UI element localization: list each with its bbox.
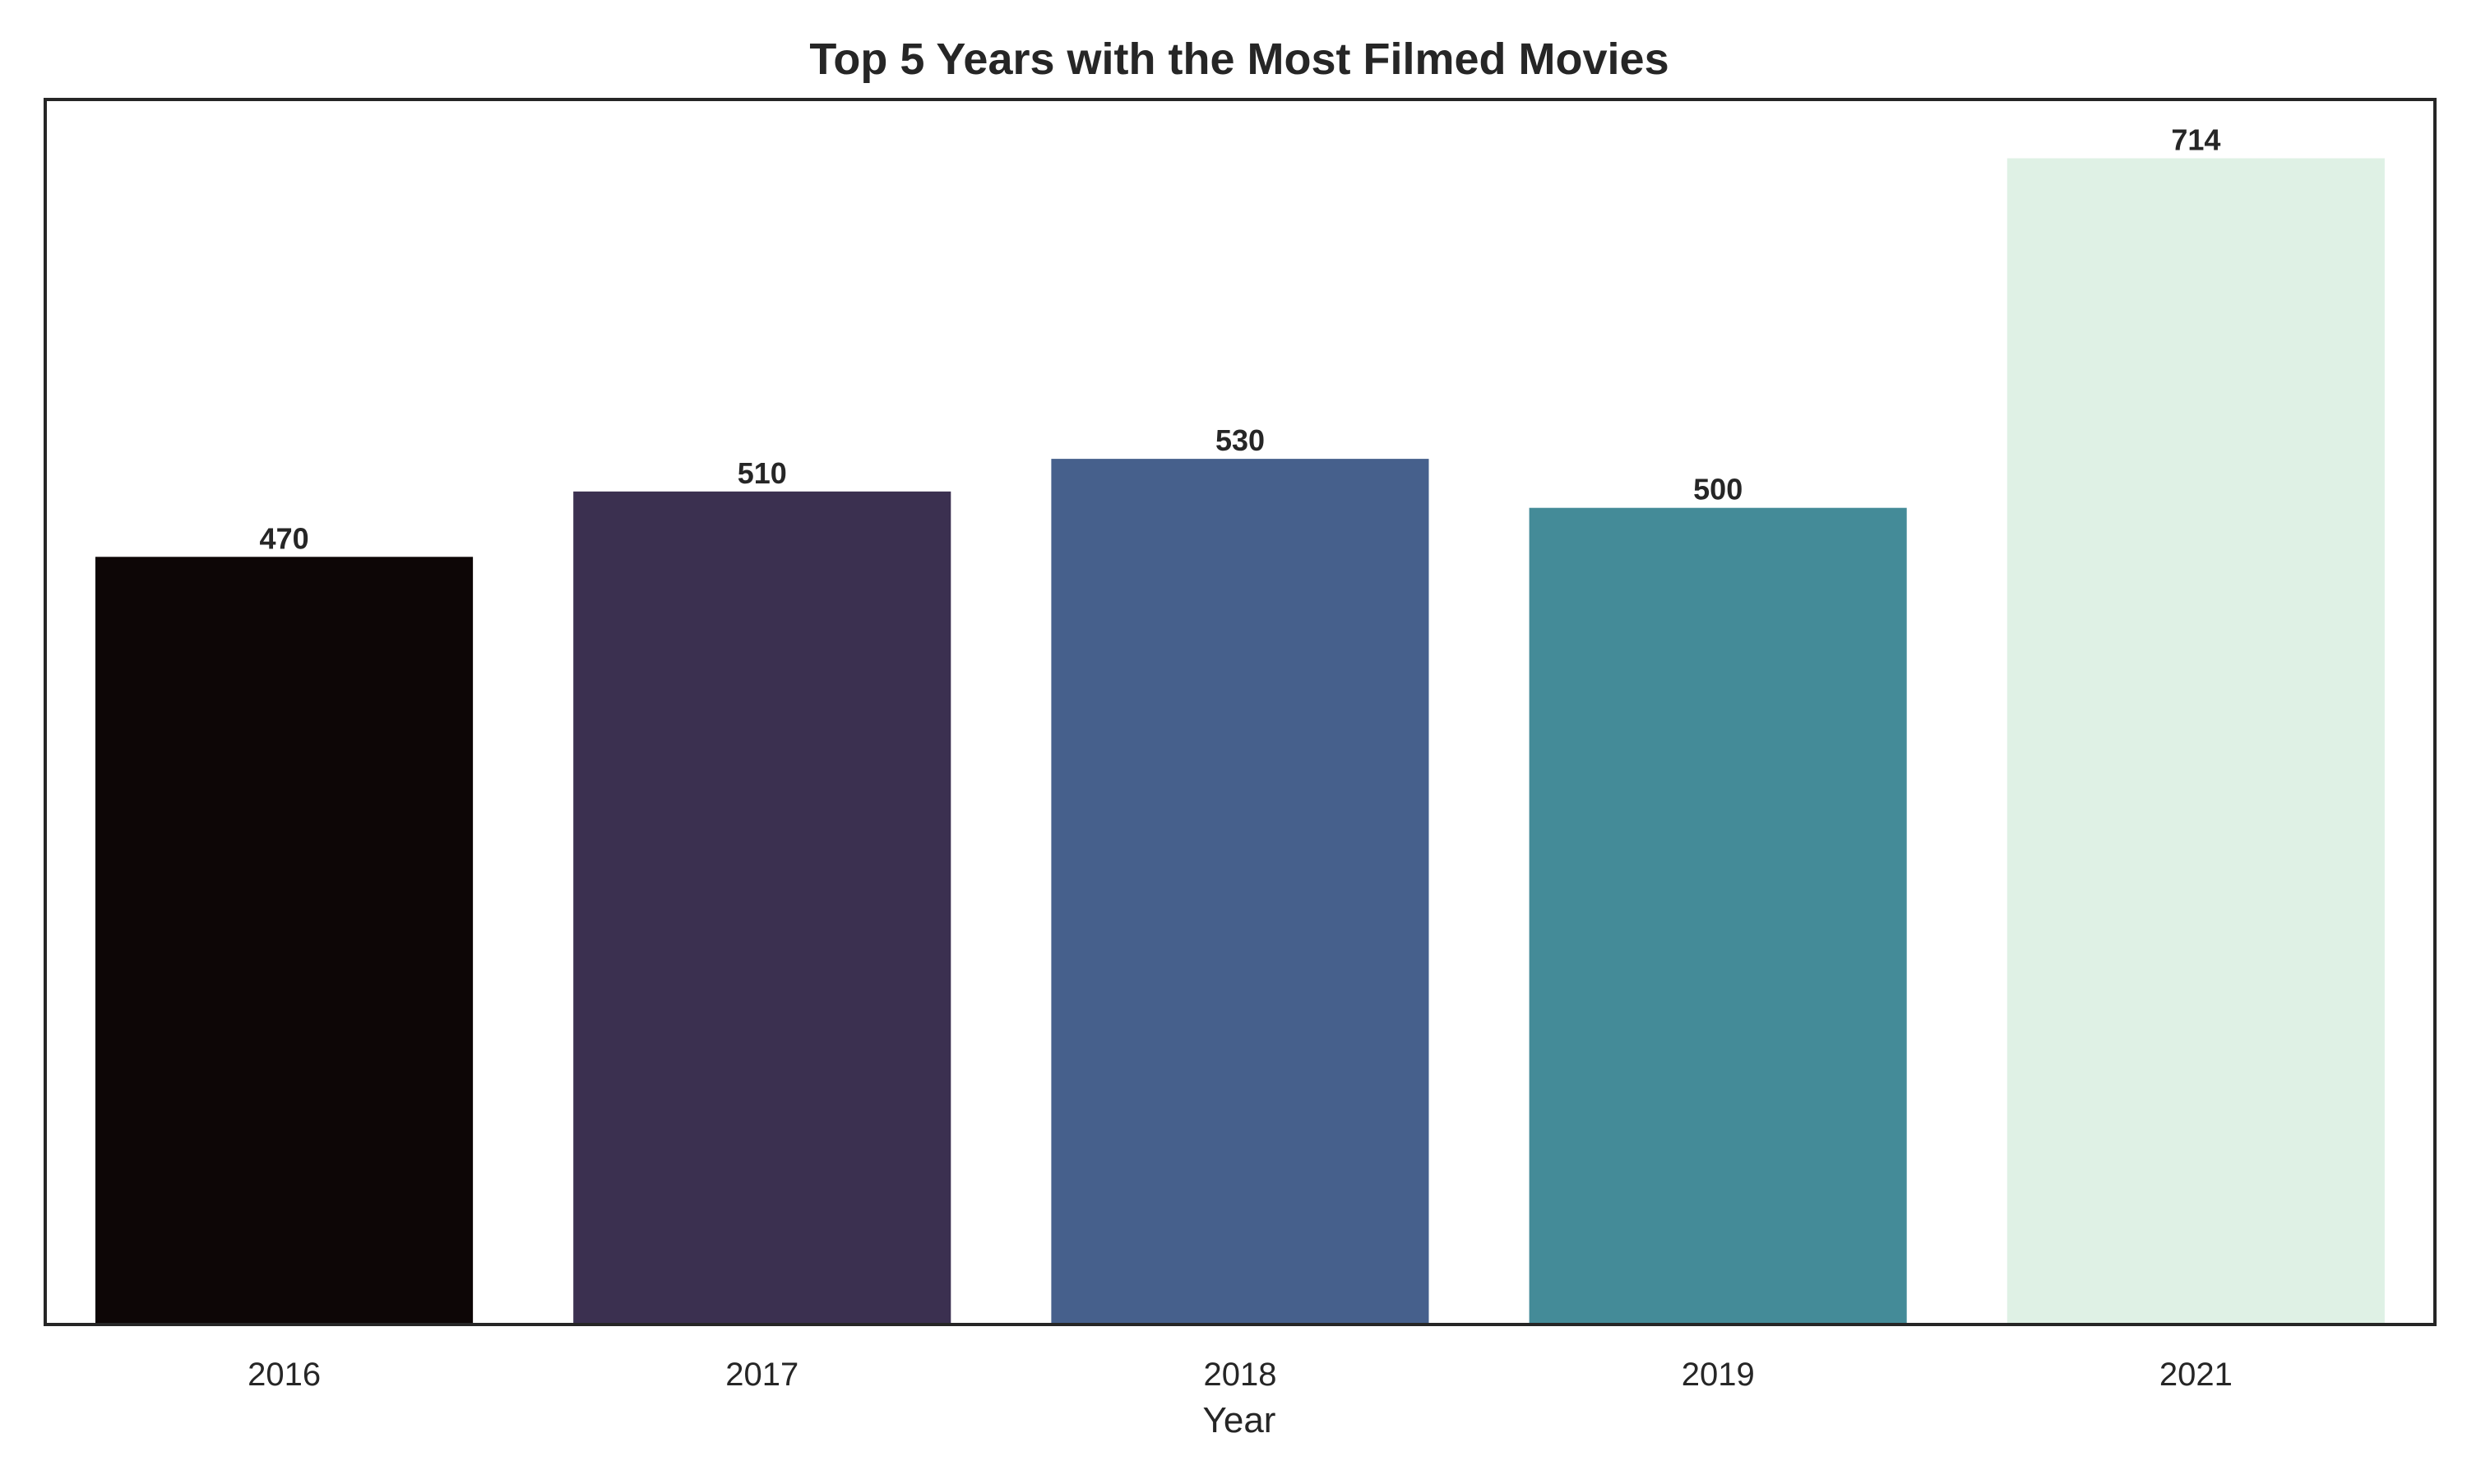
x-tick-label-2017: 2017	[725, 1357, 798, 1393]
bar-2017	[573, 491, 951, 1325]
x-tick-label-2018: 2018	[1204, 1357, 1277, 1393]
bar-2021	[2006, 158, 2385, 1325]
value-label-2018: 530	[1215, 423, 1265, 457]
value-labels-group: 470 510 530 500 714	[260, 123, 2221, 556]
value-label-2021: 714	[2171, 123, 2220, 157]
bar-2016	[95, 557, 474, 1325]
value-label-2017: 510	[738, 456, 787, 490]
x-tick-label-2019: 2019	[1682, 1357, 1755, 1393]
x-tick-labels-group: 2016 2017 2018 2019 2021	[248, 1357, 2233, 1393]
bar-2018	[1051, 459, 1429, 1325]
bars-group	[95, 158, 2385, 1325]
bar-2019	[1529, 507, 1907, 1325]
x-axis-label: Year	[1203, 1400, 1276, 1440]
value-label-2016: 470	[260, 521, 309, 555]
plot-frame	[44, 98, 2437, 1326]
x-tick-label-2016: 2016	[248, 1357, 321, 1393]
value-label-2019: 500	[1693, 473, 1743, 506]
x-tick-label-2021: 2021	[2159, 1357, 2233, 1393]
chart-title: Top 5 Years with the Most Filmed Movies	[809, 35, 1669, 84]
